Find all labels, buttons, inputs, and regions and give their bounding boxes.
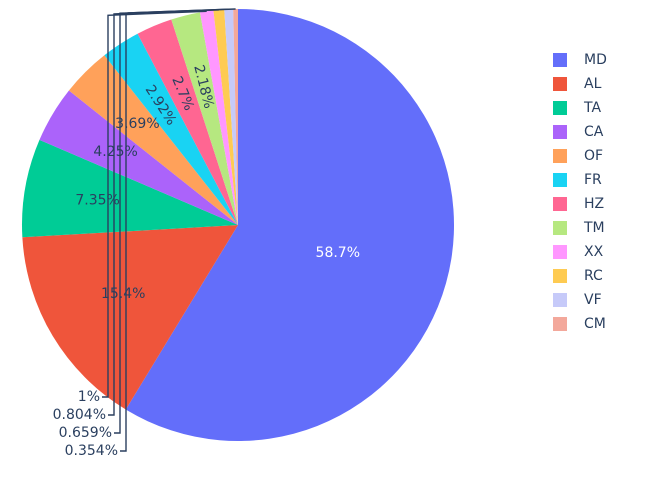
pie-slice-al[interactable] — [22, 225, 238, 410]
legend-item-ca[interactable]: CA — [553, 124, 604, 140]
legend-label-fr[interactable]: FR — [584, 172, 602, 188]
legend-item-ta[interactable]: TA — [553, 100, 601, 116]
legend-swatch-al[interactable] — [553, 77, 567, 91]
legend[interactable]: MD AL TA CA OF FR HZ TM XX RC VF CM — [553, 52, 607, 332]
pie-slice-cm[interactable] — [233, 8, 238, 226]
legend-swatch-cm[interactable] — [553, 317, 567, 331]
legend-label-ta[interactable]: TA — [583, 100, 601, 116]
pie-slices — [22, 8, 455, 441]
pie-slice-of[interactable] — [68, 55, 238, 225]
leader-line-xx — [102, 10, 207, 398]
legend-item-cm[interactable]: CM — [553, 316, 606, 332]
pie-slice-rc[interactable] — [213, 9, 238, 225]
legend-swatch-tm[interactable] — [553, 221, 567, 235]
legend-swatch-fr[interactable] — [553, 173, 567, 187]
slice-label-ca: 4.25% — [93, 144, 137, 160]
legend-label-cm[interactable]: CM — [584, 316, 606, 332]
legend-item-of[interactable]: OF — [553, 148, 603, 164]
pie-slice-vf[interactable] — [224, 9, 238, 225]
slice-label-ta: 7.35% — [75, 192, 119, 208]
legend-item-al[interactable]: AL — [553, 76, 602, 92]
pie-slice-tm[interactable] — [171, 12, 238, 226]
legend-label-tm[interactable]: TM — [583, 220, 605, 236]
slice-label-vf: 0.659% — [59, 425, 112, 441]
legend-item-xx[interactable]: XX — [553, 244, 604, 260]
legend-label-vf[interactable]: VF — [584, 292, 602, 308]
legend-item-tm[interactable]: TM — [553, 220, 605, 236]
pie-slice-md[interactable] — [125, 8, 455, 441]
legend-swatch-vf[interactable] — [553, 293, 567, 307]
slice-label-xx: 1% — [78, 389, 100, 405]
pie-slice-fr[interactable] — [104, 33, 239, 225]
legend-label-of[interactable]: OF — [584, 148, 603, 164]
legend-label-xx[interactable]: XX — [584, 244, 604, 260]
legend-swatch-xx[interactable] — [553, 245, 567, 259]
legend-swatch-ca[interactable] — [553, 125, 567, 139]
legend-item-md[interactable]: MD — [553, 52, 607, 68]
legend-label-md[interactable]: MD — [584, 52, 607, 68]
legend-swatch-of[interactable] — [553, 149, 567, 163]
slice-label-al: 15.4% — [101, 286, 145, 302]
legend-swatch-hz[interactable] — [553, 197, 567, 211]
pie-slice-xx[interactable] — [199, 10, 238, 225]
legend-swatch-ta[interactable] — [553, 101, 567, 115]
slice-label-rc: 0.804% — [53, 407, 106, 423]
legend-item-vf[interactable]: VF — [553, 292, 602, 308]
legend-label-hz[interactable]: HZ — [584, 196, 604, 212]
slice-label-of: 3.69% — [115, 116, 159, 132]
legend-label-al[interactable]: AL — [584, 76, 602, 92]
pie-slice-ca[interactable] — [39, 90, 238, 225]
legend-item-fr[interactable]: FR — [553, 172, 602, 188]
pie-slice-ta[interactable] — [22, 139, 238, 238]
legend-item-rc[interactable]: RC — [553, 268, 603, 284]
pie-slice-hz[interactable] — [137, 19, 238, 226]
legend-label-ca[interactable]: CA — [584, 124, 604, 140]
legend-swatch-md[interactable] — [553, 53, 567, 67]
pie-labels: 58.7%15.4%7.35%4.25%3.69%2.92%2.7%2.18%1… — [53, 8, 360, 459]
legend-item-hz[interactable]: HZ — [553, 196, 604, 212]
slice-label-cm: 0.354% — [65, 443, 118, 459]
leader-line-cm — [120, 8, 236, 452]
legend-swatch-rc[interactable] — [553, 269, 567, 283]
legend-label-rc[interactable]: RC — [584, 268, 603, 284]
slice-label-md: 58.7% — [316, 245, 360, 261]
